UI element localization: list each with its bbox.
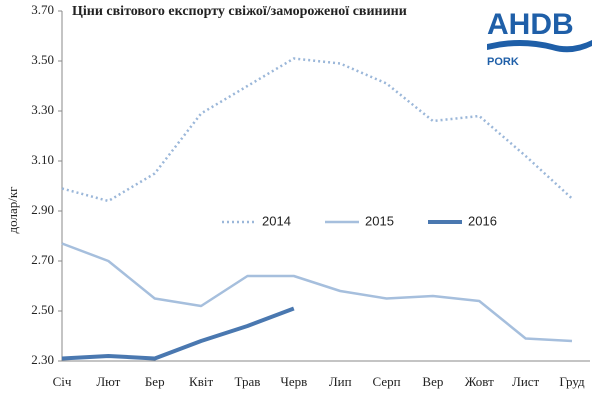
x-tick-label: Лист bbox=[512, 374, 540, 389]
y-tick-label: 2.70 bbox=[31, 252, 54, 267]
y-axis-label: долар/кг bbox=[5, 187, 20, 234]
y-tick-label: 2.90 bbox=[31, 202, 54, 217]
x-tick-label: Квіт bbox=[189, 374, 213, 389]
y-tick-label: 2.50 bbox=[31, 302, 54, 317]
x-tick-label: Жовт bbox=[465, 374, 494, 389]
x-tick-label: Січ bbox=[53, 374, 72, 389]
logo: AHDB bbox=[487, 8, 574, 41]
x-tick-label: Бер bbox=[145, 374, 165, 389]
series-line bbox=[61, 242, 573, 343]
legend-label: 2014 bbox=[262, 213, 291, 228]
logo-wave bbox=[487, 40, 592, 53]
x-tick-label: Вер bbox=[422, 374, 443, 389]
y-tick-label: 2.30 bbox=[31, 352, 54, 367]
legend-label: 2015 bbox=[365, 213, 394, 228]
y-tick-label: 3.70 bbox=[31, 2, 54, 17]
x-tick-label: Серп bbox=[373, 374, 401, 389]
x-tick-label: Лют bbox=[96, 374, 120, 389]
y-tick-label: 3.10 bbox=[31, 152, 54, 167]
chart-title: Ціни світового експорту свіжої/заморожен… bbox=[72, 4, 407, 19]
series-line bbox=[61, 57, 573, 203]
series-line bbox=[61, 306, 295, 361]
x-tick-label: Трав bbox=[235, 374, 261, 389]
y-tick-label: 3.30 bbox=[31, 102, 54, 117]
logo-subtitle: PORK bbox=[487, 56, 519, 68]
x-tick-label: Лип bbox=[329, 374, 352, 389]
y-tick-label: 3.50 bbox=[31, 52, 54, 67]
legend-label: 2016 bbox=[468, 213, 497, 228]
x-tick-label: Груд bbox=[559, 374, 585, 389]
x-tick-label: Черв bbox=[280, 374, 307, 389]
